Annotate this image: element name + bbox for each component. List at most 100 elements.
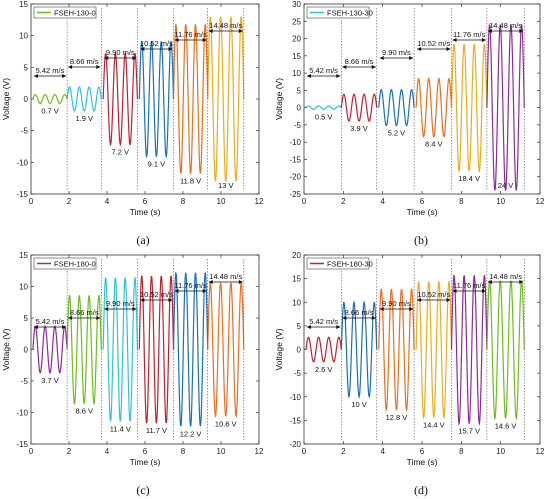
panel-c: 0 2 4 6 8 10 12 -15 -10 -5 0 5 10 15 Time (s) Voltage (… (1, 251, 264, 497)
amplitude-label: 0.5 V (315, 112, 333, 121)
y-tick-label: 15 (292, 275, 301, 284)
amplitude-label: 1.9 V (75, 114, 93, 123)
waveform-series (138, 40, 175, 159)
y-tick-label: 15 (19, 0, 28, 9)
y-tick-label: 10 (19, 283, 28, 292)
wind-arrowhead-left (342, 65, 347, 69)
wind-speed-label: 10.52 m/s (417, 290, 450, 299)
wind-arrowhead-right (168, 47, 173, 51)
wind-arrowhead-left (487, 29, 492, 33)
waveform-series (172, 271, 209, 427)
waveform-series (32, 325, 68, 375)
wind-speed-label: 11.76 m/s (174, 281, 207, 290)
wind-speed-label: 5.42 m/s (36, 66, 65, 75)
wind-arrowhead-left (68, 65, 73, 69)
waveforms (32, 15, 245, 182)
waveform-series (450, 274, 488, 426)
waveform-series (486, 23, 525, 191)
wind-speed-label: 10.52 m/s (140, 39, 173, 48)
y-tick-label: -15 (289, 155, 301, 164)
x-tick-label: 2 (341, 197, 346, 206)
wind-arrowhead-right (481, 289, 486, 293)
legend-box (33, 6, 97, 19)
x-tick-label: 12 (255, 447, 264, 456)
y-tick-label: -20 (289, 173, 301, 182)
panel-d: 0 2 4 6 8 10 12 -20 -15 -10 -5 0 5 10 15 20 Time (s) Volt… (274, 251, 545, 497)
y-tick-label: -15 (289, 416, 301, 425)
amplitude-label: 12.2 V (180, 429, 202, 438)
wind-arrowhead-left (208, 280, 213, 284)
wind-arrowhead-right (202, 289, 207, 293)
x-tick-label: 10 (496, 447, 505, 456)
y-tick-label: 0 (24, 95, 29, 104)
wind-arrowhead-left (140, 47, 145, 51)
x-tick-label: 8 (181, 197, 186, 206)
y-axis-label: Voltage (V) (274, 328, 284, 370)
amplitude-label: 11.8 V (180, 177, 201, 186)
wind-arrowhead-right (132, 56, 137, 60)
wind-speed-label: 8.66 m/s (70, 57, 99, 66)
x-tick-label: 12 (536, 447, 545, 456)
waveform-series (207, 15, 245, 182)
wind-arrowhead-left (487, 280, 492, 284)
wind-arrowhead-left (342, 316, 347, 320)
wind-arrowhead-right (409, 56, 414, 60)
wind-speed-label: 5.42 m/s (36, 317, 65, 326)
x-tick-label: 4 (105, 447, 110, 456)
wind-arrowhead-left (174, 289, 179, 293)
y-tick-label: 5 (297, 322, 302, 331)
waveform-series (66, 294, 102, 406)
waveform-series (378, 288, 415, 412)
x-tick-label: 2 (67, 447, 72, 456)
wind-arrowhead-left (417, 298, 422, 302)
wind-arrowhead-left (208, 29, 213, 33)
legend: FSEH-130-30 (306, 6, 373, 19)
y-tick-label: 15 (19, 251, 28, 260)
y-tick-label: 0 (24, 346, 29, 355)
wind-speed-label: 9.90 m/s (106, 48, 135, 57)
y-tick-label: 20 (292, 251, 301, 260)
x-tick-label: 4 (105, 197, 110, 206)
x-tick-label: 4 (380, 197, 385, 206)
x-tick-label: 4 (380, 447, 385, 456)
y-tick-label: 15 (292, 52, 301, 61)
waveform-series (305, 336, 342, 363)
legend: FSEH-180-0 (33, 257, 97, 270)
panel-caption: (b) (414, 233, 428, 247)
wind-arrowhead-right (519, 280, 524, 284)
wind-arrowhead-left (306, 74, 311, 78)
x-tick-label: 2 (67, 197, 72, 206)
y-tick-label: -15 (16, 190, 28, 199)
y-tick-label: 30 (292, 0, 301, 9)
wind-arrowhead-left (140, 298, 145, 302)
y-tick-label: 0 (297, 346, 302, 355)
wind-arrowhead-right (62, 74, 67, 78)
amplitude-label: 18.4 V (458, 174, 480, 183)
waveform-series (207, 282, 245, 419)
y-tick-label: -10 (16, 409, 28, 418)
wind-speed-label: 10.52 m/s (140, 290, 173, 299)
wind-arrowhead-left (174, 38, 179, 42)
wind-speed-label: 10.52 m/s (417, 39, 450, 48)
panel-caption: (a) (136, 233, 149, 247)
amplitude-label: 11.4 V (110, 424, 131, 433)
wind-arrowhead-right (336, 325, 341, 329)
x-tick-label: 0 (29, 197, 34, 206)
y-tick-label: 0 (297, 104, 302, 113)
amplitude-label: 24 V (498, 181, 513, 190)
wind-arrowhead-left (452, 38, 457, 42)
amplitude-label: 14.6 V (495, 421, 517, 430)
amplitude-label: 14.4 V (423, 421, 445, 430)
wind-arrowhead-right (96, 316, 101, 320)
wind-arrowhead-right (202, 38, 207, 42)
waveform-series (32, 93, 68, 105)
wind-arrowhead-right (336, 74, 341, 78)
amplitude-label: 0.7 V (41, 106, 59, 115)
panel-caption: (c) (136, 483, 149, 497)
waveforms (32, 271, 245, 427)
amplitude-label: 7.2 V (112, 148, 130, 157)
y-tick-label: -5 (21, 377, 29, 386)
wind-speed-label: 8.66 m/s (345, 57, 374, 66)
plot-frame (30, 254, 260, 445)
wind-arrowhead-left (33, 74, 38, 78)
